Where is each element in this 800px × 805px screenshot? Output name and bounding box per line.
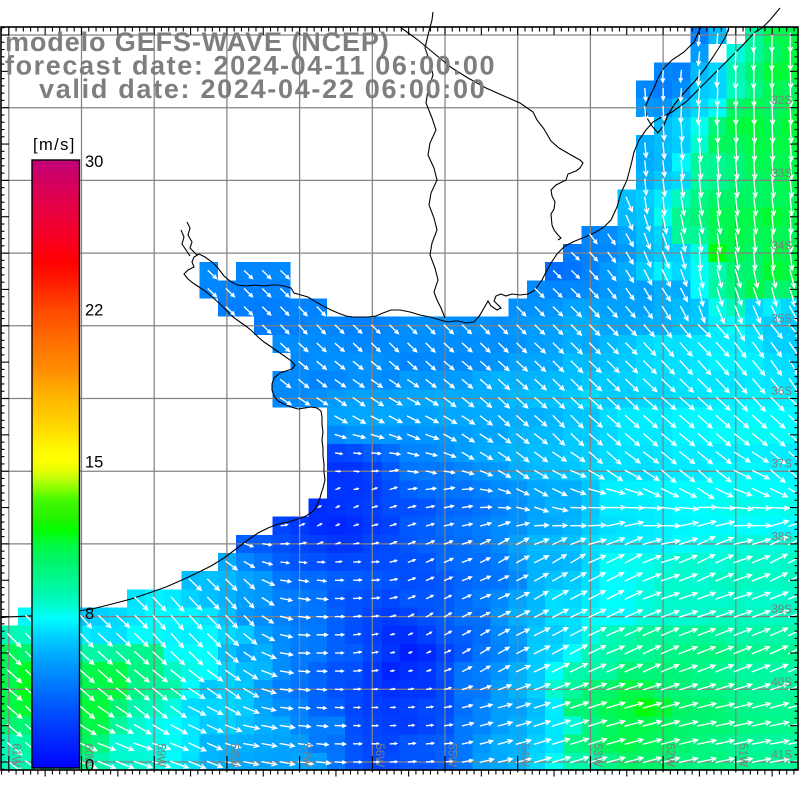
svg-text:60W: 60W bbox=[82, 743, 94, 767]
svg-text:53W: 53W bbox=[591, 743, 603, 767]
svg-text:forecast date: 2024-04-11 06:0: forecast date: 2024-04-11 06:00:00 bbox=[5, 51, 496, 81]
svg-text:56W: 56W bbox=[373, 743, 385, 767]
svg-text:0: 0 bbox=[85, 757, 94, 775]
svg-text:22: 22 bbox=[85, 302, 103, 320]
svg-text:36S: 36S bbox=[772, 386, 793, 398]
svg-text:30: 30 bbox=[85, 153, 103, 171]
svg-text:38S: 38S bbox=[772, 531, 793, 543]
svg-text:58W: 58W bbox=[227, 743, 239, 767]
svg-text:8: 8 bbox=[85, 605, 94, 623]
svg-text:32S: 32S bbox=[772, 95, 793, 107]
svg-text:37S: 37S bbox=[772, 459, 793, 471]
svg-text:54W: 54W bbox=[518, 743, 530, 767]
svg-text:39S: 39S bbox=[772, 604, 793, 616]
svg-text:40S: 40S bbox=[772, 677, 793, 689]
svg-text:55W: 55W bbox=[446, 743, 458, 767]
svg-text:52W: 52W bbox=[664, 743, 676, 767]
svg-text:[m/s]: [m/s] bbox=[33, 136, 76, 154]
svg-text:35S: 35S bbox=[772, 313, 793, 325]
svg-text:51W: 51W bbox=[736, 743, 748, 767]
svg-text:61W: 61W bbox=[9, 743, 21, 767]
svg-text:valid date: 2024-04-22 06:00:0: valid date: 2024-04-22 06:00:00 bbox=[39, 74, 486, 104]
svg-text:41S: 41S bbox=[772, 750, 793, 762]
svg-text:15: 15 bbox=[85, 454, 103, 472]
svg-text:57W: 57W bbox=[300, 743, 312, 767]
svg-text:34S: 34S bbox=[772, 241, 793, 253]
svg-text:59W: 59W bbox=[155, 743, 167, 767]
svg-text:33S: 33S bbox=[772, 168, 793, 180]
svg-text:modelo GEFS-WAVE (NCEP): modelo GEFS-WAVE (NCEP) bbox=[5, 27, 390, 57]
